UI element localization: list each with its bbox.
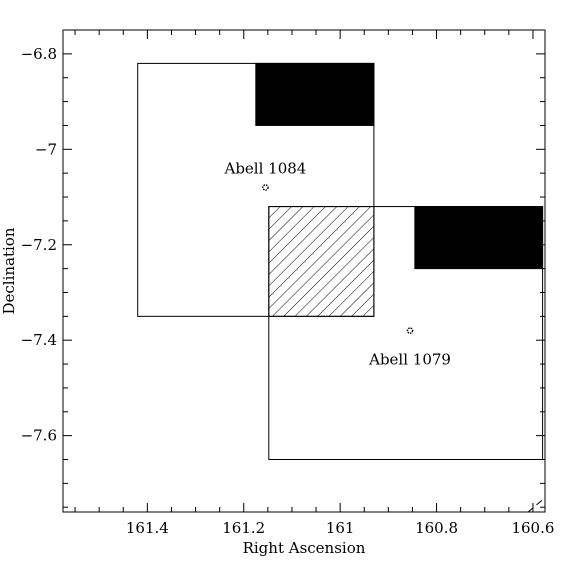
y-tick-label: −6.8 — [21, 45, 57, 63]
x-tick-label: 161.2 — [222, 519, 265, 537]
x-tick-label: 161 — [326, 519, 355, 537]
x-tick-label: 161.4 — [126, 519, 169, 537]
x-axis-label: Right Ascension — [243, 539, 366, 557]
field-outline-1 — [137, 62, 375, 317]
y-tick-label: −7.2 — [21, 236, 57, 254]
y-tick-label: −7 — [35, 140, 57, 158]
plot-frame — [62, 29, 546, 513]
filled-region-2 — [414, 206, 544, 270]
x-tick-label: 160.6 — [511, 519, 554, 537]
y-axis-label: Declination — [0, 227, 18, 314]
cluster-label-1: Abell 1084 — [224, 159, 307, 177]
cluster-marker-2 — [406, 327, 414, 334]
cluster-label-2: Abell 1079 — [368, 351, 451, 369]
cluster-marker-1 — [262, 184, 269, 191]
field-outline-2 — [268, 206, 544, 461]
y-tick-label: −7.4 — [21, 331, 57, 349]
x-tick-label: 160.8 — [415, 519, 458, 537]
dashed-boundary-line — [527, 497, 545, 512]
filled-region-1 — [255, 62, 375, 126]
y-tick-label: −7.6 — [21, 427, 57, 445]
overlap-hatched-region — [268, 206, 375, 317]
